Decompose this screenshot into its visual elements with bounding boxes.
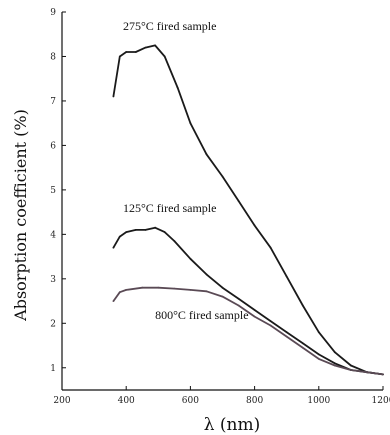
y-tick-label: 2 (50, 319, 56, 329)
y-tick-label: 5 (50, 186, 56, 196)
data-point (301, 342, 304, 345)
data-point (221, 175, 224, 178)
data-point (269, 246, 272, 249)
data-point (285, 275, 288, 278)
data-point (154, 226, 157, 229)
data-point (163, 231, 166, 234)
x-tick-label: 800 (246, 396, 263, 406)
data-point (163, 55, 166, 58)
data-point (285, 335, 288, 338)
data-point (237, 304, 240, 307)
data-point (366, 371, 368, 374)
data-point (301, 346, 304, 349)
x-axis-label: λ (nm) (204, 415, 261, 435)
y-axis-label: Absorption coefficient (%) (11, 109, 30, 322)
y-tick-label: 8 (50, 52, 56, 62)
data-point (125, 231, 128, 234)
data-point (237, 200, 240, 202)
data-point (205, 153, 208, 156)
y-tick-label: 3 (50, 275, 56, 285)
data-point (112, 300, 115, 302)
data-point (237, 297, 240, 300)
data-point (269, 324, 272, 327)
data-point (154, 44, 157, 47)
data-point (333, 351, 336, 354)
data-point (173, 240, 176, 242)
data-point (253, 315, 256, 318)
data-point (253, 309, 256, 311)
x-tick-label: 1200 (372, 396, 390, 406)
x-tick-label: 400 (118, 396, 135, 406)
y-tick-label: 1 (50, 364, 56, 374)
data-point (382, 373, 384, 376)
ticks: 1 2 3 4 5 6 7 8 9 200 400 600 800 1000 1200 (50, 8, 390, 406)
data-point (134, 51, 137, 53)
data-point (285, 331, 288, 334)
annotations: 275°C fired sample 125°C fired sample 800°… (123, 19, 249, 322)
y-tick-label: 7 (50, 97, 56, 107)
data-point (205, 290, 208, 293)
data-point (173, 287, 176, 290)
y-tick-label: 6 (50, 141, 56, 151)
series-line-3 (112, 286, 384, 376)
x-tick-label: 200 (53, 396, 70, 406)
data-point (253, 224, 256, 227)
data-point (205, 273, 208, 276)
series-annotation: 275°C fired sample (123, 19, 216, 33)
data-point (144, 229, 147, 231)
data-point (112, 246, 115, 249)
x-tick-label: 1000 (307, 396, 330, 406)
data-point (301, 304, 304, 307)
data-point (144, 46, 147, 49)
y-tick-label: 4 (50, 230, 56, 240)
data-point (134, 229, 137, 231)
data-point (112, 95, 115, 98)
data-point (189, 257, 192, 260)
data-point (269, 320, 272, 322)
data-point (221, 286, 224, 289)
data-point (176, 86, 179, 89)
axes (61, 12, 383, 391)
data-point (350, 369, 352, 371)
data-point (118, 235, 121, 238)
data-point (118, 55, 121, 58)
data-point (317, 353, 320, 356)
data-point (189, 122, 192, 125)
data-point (118, 291, 121, 294)
data-point (350, 364, 352, 367)
data-point (317, 331, 320, 334)
series-annotation: 800°C fired sample (155, 308, 248, 322)
data-point (125, 51, 128, 53)
data-point (189, 289, 192, 291)
y-tick-label: 9 (50, 8, 56, 18)
data-point (221, 295, 224, 298)
x-tick-label: 600 (182, 396, 199, 406)
data-point (125, 289, 128, 291)
series-layer (112, 44, 384, 376)
data-point (157, 286, 160, 289)
data-point (333, 364, 336, 367)
data-point (317, 358, 320, 360)
data-point (141, 286, 144, 289)
series-line-2 (112, 226, 384, 376)
data-point (333, 362, 336, 365)
series-annotation: 125°C fired sample (123, 201, 216, 215)
